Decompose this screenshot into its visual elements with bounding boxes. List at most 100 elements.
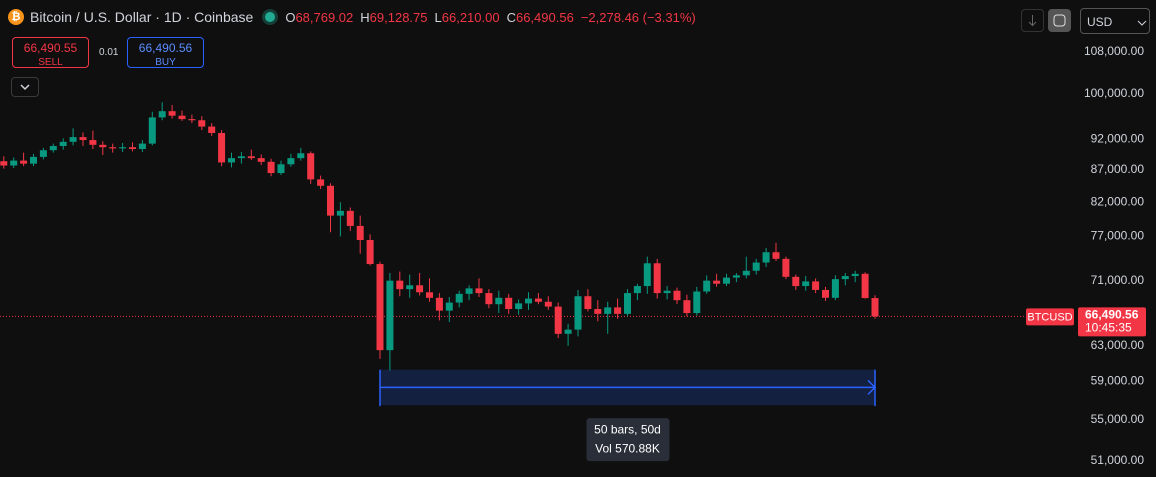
candle-body [574, 296, 582, 330]
buy-button[interactable]: 66,490.56 BUY [127, 37, 204, 68]
candle-body [10, 160, 18, 166]
candle-body [129, 147, 136, 150]
candle-body [525, 298, 532, 304]
candle-body [544, 301, 552, 307]
measure-tooltip [586, 418, 670, 462]
candle-body [594, 309, 602, 314]
candle-body [792, 276, 800, 287]
candle-body [723, 277, 730, 284]
candle-body [465, 288, 473, 294]
candle-body [69, 137, 77, 142]
symbol-header: ₿ Bitcoin / U.S. Dollar · 1D · Coinbase … [8, 9, 696, 25]
candle-body [317, 179, 325, 186]
candle-body [861, 273, 869, 299]
y-tick-label: 100,000.00 [1084, 86, 1144, 100]
candle-body [168, 111, 176, 116]
candle-body [643, 263, 651, 287]
symbol-title[interactable]: Bitcoin / U.S. Dollar · 1D · Coinbase [30, 9, 254, 25]
symbol-tag [1026, 308, 1074, 326]
candle-body [742, 270, 750, 276]
sell-label: SELL [38, 57, 63, 68]
candle-body [386, 280, 394, 351]
candle-body [475, 288, 483, 294]
auto-scale-button[interactable] [1048, 9, 1071, 32]
y-tick-label: 51,000.00 [1091, 453, 1145, 467]
candle-body [822, 289, 829, 298]
coin-icon: ₿ [8, 9, 24, 25]
candle-body [158, 111, 166, 118]
candle-body [584, 296, 592, 310]
candle-body [871, 298, 879, 317]
candle-body [0, 161, 8, 166]
buy-price: 66,490.56 [138, 41, 193, 55]
candle-body [89, 140, 97, 145]
candle-body [198, 120, 206, 127]
candle-body [495, 297, 503, 305]
ohlc-high: H69,128.75 [360, 10, 427, 25]
y-tick-label: 63,000.00 [1091, 338, 1145, 352]
y-tick-label: 59,000.00 [1091, 374, 1145, 388]
chevron-icon [1137, 20, 1147, 26]
candle-body [178, 115, 186, 120]
expand-button[interactable] [11, 77, 39, 97]
scale-icon [1053, 14, 1066, 27]
candle-body [693, 291, 701, 314]
ohlc-key: O [285, 9, 296, 25]
candle-body [188, 119, 196, 121]
candle-body [267, 161, 275, 174]
candle-body [752, 262, 760, 271]
measure-bars: 50 bars, 50d [594, 422, 661, 436]
candle-body [554, 306, 562, 334]
ohlc-value: 69,128.75 [369, 9, 428, 25]
y-tick-label: 82,000.00 [1091, 194, 1145, 208]
candle-body [455, 293, 463, 303]
sell-price: 66,490.55 [23, 41, 78, 55]
candle-body [812, 281, 820, 290]
price-tag-countdown: 10:45:35 [1085, 321, 1132, 335]
candle-body [39, 150, 47, 157]
sell-button[interactable]: 66,490.55 SELL [12, 37, 89, 68]
ohlc-value: 66,210.00 [441, 9, 500, 25]
candle-body [851, 273, 859, 277]
ohlc-value: 66,490.56 [515, 9, 574, 25]
candle-body [713, 280, 721, 284]
price-tag [1078, 307, 1146, 337]
candle-body [445, 302, 453, 311]
scroll-button[interactable] [1021, 9, 1044, 32]
quantity: 0.01 [99, 47, 119, 58]
ohlc-key: C [506, 9, 516, 25]
candle-body [831, 279, 839, 298]
candle-body [435, 297, 443, 311]
ohlc-value: 68,769.02 [295, 9, 354, 25]
ohlc-key: L [434, 9, 442, 25]
candle-body [614, 307, 622, 314]
market-status [265, 12, 276, 22]
candle-body [49, 146, 57, 151]
candle-body [20, 160, 28, 164]
candle-body [633, 286, 641, 294]
candle-body [356, 225, 364, 240]
candle-body [396, 280, 404, 290]
currency-select[interactable]: USD [1080, 8, 1150, 34]
candle-body [277, 164, 285, 174]
y-tick-label: 87,000.00 [1091, 162, 1145, 176]
candle-body [287, 158, 295, 165]
candle-body [59, 141, 67, 147]
chevron-icon [20, 84, 30, 91]
candle-body [782, 258, 790, 277]
candle-body [683, 300, 691, 314]
candle-body [30, 156, 37, 164]
ohlc-key: H [360, 9, 370, 25]
arrow-icon [1028, 15, 1037, 27]
candle-body [237, 156, 245, 159]
candle-body [802, 281, 810, 287]
candle-body [772, 252, 780, 259]
candle-body [604, 307, 612, 314]
candle-body [307, 153, 315, 180]
candle-body [119, 147, 127, 149]
candle-body [208, 126, 216, 133]
candle-body [485, 293, 493, 305]
candle-body [505, 297, 513, 310]
